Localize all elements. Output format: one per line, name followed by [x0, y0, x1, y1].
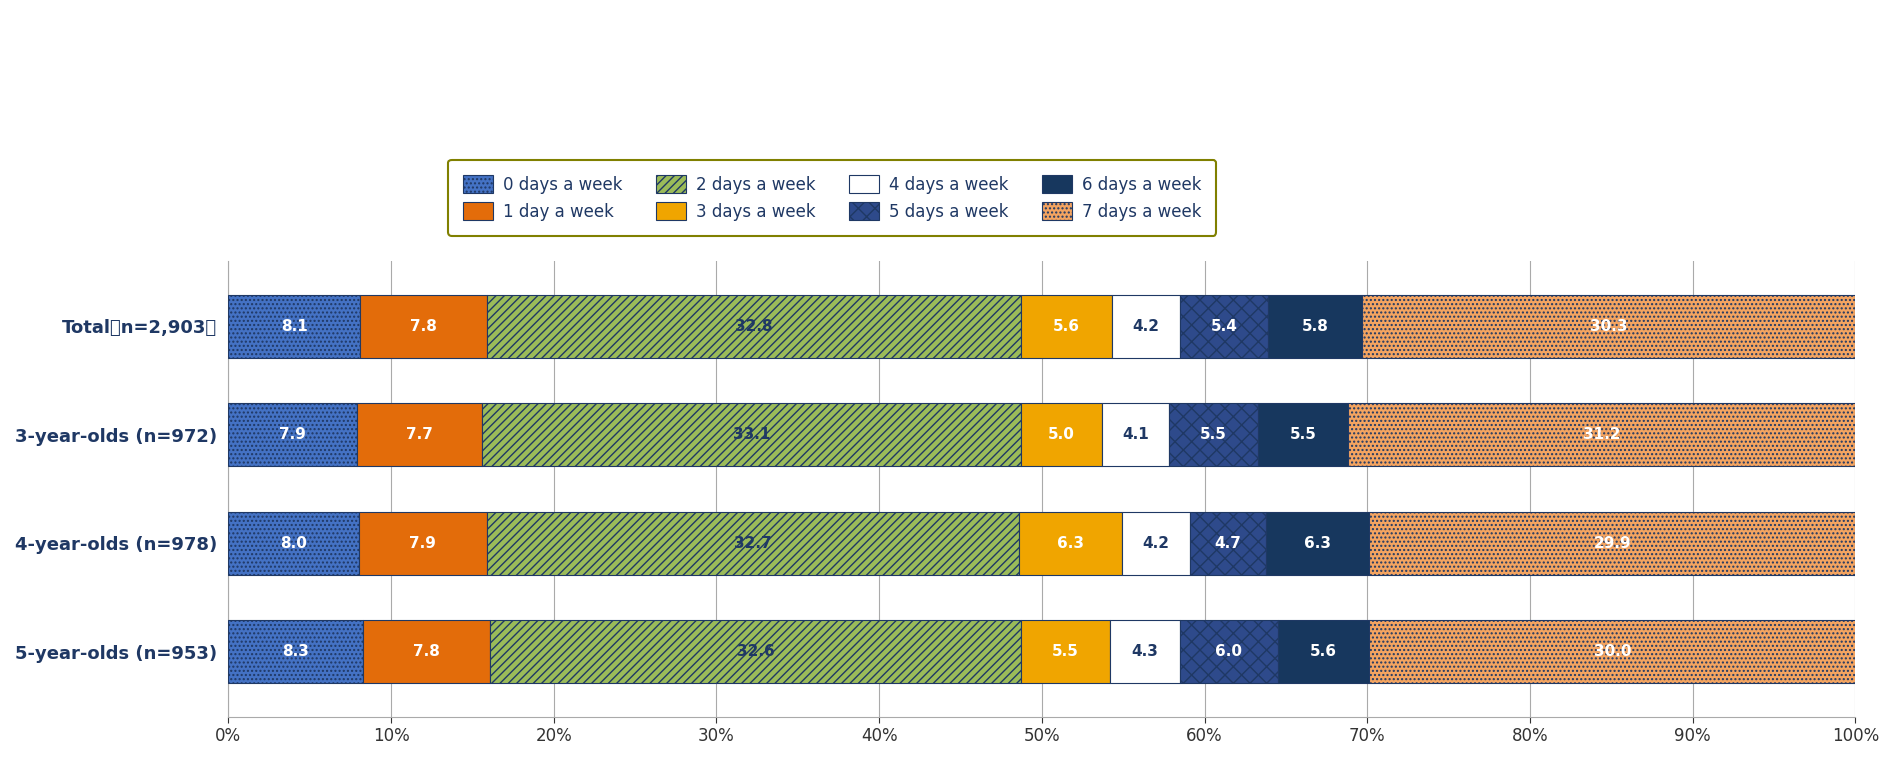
- Bar: [1021, 403, 1102, 466]
- Text: 4.3: 4.3: [1133, 644, 1159, 659]
- Bar: [1267, 295, 1362, 358]
- Text: 5.4: 5.4: [1210, 318, 1237, 334]
- Bar: [1021, 295, 1112, 358]
- Bar: [1021, 620, 1110, 683]
- Bar: [1278, 620, 1369, 683]
- Text: 31.2: 31.2: [1583, 427, 1619, 442]
- Text: 4.1: 4.1: [1121, 427, 1150, 442]
- Bar: [1267, 511, 1369, 575]
- Text: 8.0: 8.0: [280, 536, 307, 550]
- Text: 4.2: 4.2: [1133, 318, 1159, 334]
- Text: 8.1: 8.1: [280, 318, 307, 334]
- Text: 5.6: 5.6: [1311, 644, 1337, 659]
- Text: 7.8: 7.8: [411, 318, 438, 334]
- Bar: [1362, 295, 1856, 358]
- Bar: [483, 403, 1021, 466]
- Bar: [229, 620, 364, 683]
- Text: 7.9: 7.9: [278, 427, 307, 442]
- Bar: [229, 295, 360, 358]
- Bar: [229, 403, 356, 466]
- Bar: [358, 511, 487, 575]
- Text: 7.7: 7.7: [405, 427, 434, 442]
- Bar: [1169, 403, 1258, 466]
- Text: 7.8: 7.8: [413, 644, 439, 659]
- Bar: [1102, 403, 1169, 466]
- Bar: [1180, 620, 1278, 683]
- Text: 5.6: 5.6: [1053, 318, 1080, 334]
- Bar: [229, 511, 358, 575]
- Text: 33.1: 33.1: [733, 427, 771, 442]
- Bar: [364, 620, 491, 683]
- Bar: [1180, 295, 1267, 358]
- Bar: [491, 620, 1021, 683]
- Text: 32.7: 32.7: [735, 536, 773, 550]
- Bar: [1189, 511, 1267, 575]
- Bar: [1349, 403, 1856, 466]
- Text: 4.2: 4.2: [1142, 536, 1169, 550]
- Text: 5.5: 5.5: [1290, 427, 1316, 442]
- Text: 8.3: 8.3: [282, 644, 309, 659]
- Bar: [1369, 620, 1856, 683]
- Text: 5.8: 5.8: [1301, 318, 1330, 334]
- Text: 6.3: 6.3: [1305, 536, 1331, 550]
- Text: 5.5: 5.5: [1051, 644, 1080, 659]
- Bar: [360, 295, 487, 358]
- Bar: [1258, 403, 1349, 466]
- Text: 6.3: 6.3: [1057, 536, 1083, 550]
- Text: 6.0: 6.0: [1216, 644, 1242, 659]
- Text: 30.3: 30.3: [1591, 318, 1627, 334]
- Text: 4.7: 4.7: [1214, 536, 1242, 550]
- Text: 32.8: 32.8: [735, 318, 773, 334]
- Bar: [1369, 511, 1856, 575]
- Bar: [1019, 511, 1121, 575]
- Text: 5.0: 5.0: [1047, 427, 1074, 442]
- Bar: [487, 511, 1019, 575]
- Bar: [487, 295, 1021, 358]
- Text: 30.0: 30.0: [1595, 644, 1633, 659]
- Bar: [1112, 295, 1180, 358]
- Legend: 0 days a week, 1 day a week, 2 days a week, 3 days a week, 4 days a week, 5 days: 0 days a week, 1 day a week, 2 days a we…: [449, 160, 1216, 236]
- Bar: [1121, 511, 1189, 575]
- Text: 5.5: 5.5: [1201, 427, 1227, 442]
- Text: 29.9: 29.9: [1593, 536, 1631, 550]
- Bar: [1110, 620, 1180, 683]
- Text: 32.6: 32.6: [737, 644, 775, 659]
- Bar: [356, 403, 483, 466]
- Text: 7.9: 7.9: [409, 536, 436, 550]
